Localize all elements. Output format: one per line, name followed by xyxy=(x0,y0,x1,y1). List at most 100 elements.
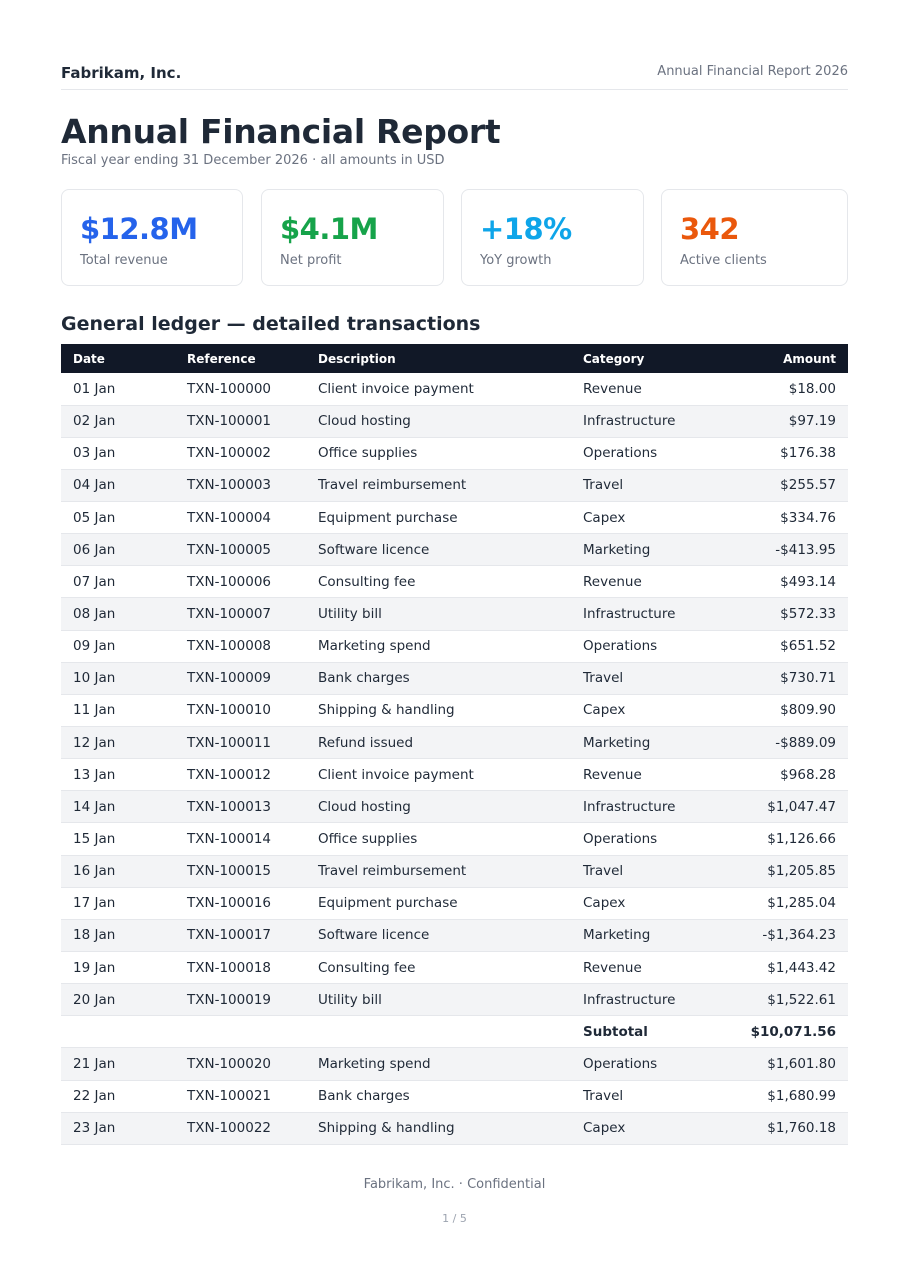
cell-category: Operations xyxy=(571,822,721,856)
cell-description: Consulting fee xyxy=(306,951,571,985)
table-row: 07 Jan TXN-100006 Consulting fee Revenue $49… xyxy=(61,565,848,599)
cell-date: 19 Jan xyxy=(61,951,175,985)
cell-date: 01 Jan xyxy=(61,373,175,406)
page-title: Annual Financial Report xyxy=(61,112,501,151)
cell-reference: TXN-100008 xyxy=(175,630,306,663)
page-subtitle: Fiscal year ending 31 December 2026 · al… xyxy=(61,153,445,168)
cell-amount: $18.00 xyxy=(721,373,848,406)
table-row: 02 Jan TXN-100001 Cloud hosting Infrastruct… xyxy=(61,405,848,438)
table-row: 06 Jan TXN-100005 Software licence Marketin… xyxy=(61,533,848,567)
cell-reference: TXN-100012 xyxy=(175,758,306,792)
cell-amount: $1,522.61 xyxy=(721,983,848,1017)
cell-date: 16 Jan xyxy=(61,855,175,888)
table-row: 10 Jan TXN-100009 Bank charges Travel $730.7… xyxy=(61,662,848,695)
table-row: 18 Jan TXN-100017 Software licence Marketin… xyxy=(61,919,848,953)
cell-reference: TXN-100021 xyxy=(175,1080,306,1113)
kpi-card-clients: 342 Active clients xyxy=(661,189,848,286)
cell-amount: $1,126.66 xyxy=(721,822,848,856)
table-row: 08 Jan TXN-100007 Utility bill Infrastructu… xyxy=(61,597,848,631)
table-row: 16 Jan TXN-100015 Travel reimbursement Trav… xyxy=(61,855,848,888)
cell-reference: TXN-100009 xyxy=(175,662,306,695)
cell-date: 15 Jan xyxy=(61,822,175,856)
cell-date: 10 Jan xyxy=(61,662,175,695)
cell-reference: TXN-100004 xyxy=(175,501,306,535)
cell-description: Software licence xyxy=(306,919,571,953)
running-header: Fabrikam, Inc. Annual Financial Report 2… xyxy=(61,60,848,90)
cell-description: Shipping & handling xyxy=(306,694,571,728)
cell-amount: $1,047.47 xyxy=(721,790,848,824)
cell-reference: TXN-100006 xyxy=(175,565,306,599)
cell-date: 02 Jan xyxy=(61,405,175,438)
table-row: 01 Jan TXN-100000 Client invoice payment Re… xyxy=(61,373,848,406)
cell-description: Software licence xyxy=(306,533,571,567)
cell-category: Capex xyxy=(571,694,721,728)
cell-reference: TXN-100011 xyxy=(175,726,306,760)
cell-amount: $968.28 xyxy=(721,758,848,792)
cell-description: Utility bill xyxy=(306,983,571,1017)
cell-category: Travel xyxy=(571,855,721,888)
table-row: 03 Jan TXN-100002 Office supplies Operation… xyxy=(61,437,848,470)
subtotal-label: Subtotal xyxy=(571,1015,721,1049)
cell-description: Client invoice payment xyxy=(306,373,571,406)
kpi-card-growth: +18% YoY growth xyxy=(461,189,644,286)
ledger-body: 01 Jan TXN-100000 Client invoice payment Re… xyxy=(61,373,848,1145)
column-header-date: Date xyxy=(61,344,175,373)
cell-description: Travel reimbursement xyxy=(306,855,571,888)
cell-date: 21 Jan xyxy=(61,1047,175,1081)
cell-date: 04 Jan xyxy=(61,469,175,503)
cell-category: Infrastructure xyxy=(571,790,721,824)
cell-date: 17 Jan xyxy=(61,887,175,920)
table-header-row: Date Reference Description Category Amou… xyxy=(61,344,848,373)
cell-description: Consulting fee xyxy=(306,565,571,599)
company-name: Fabrikam, Inc. xyxy=(61,64,182,82)
cell-amount: $176.38 xyxy=(721,437,848,470)
kpi-label: Active clients xyxy=(680,253,767,268)
table-row: 19 Jan TXN-100018 Consulting fee Revenue $1,… xyxy=(61,951,848,985)
table-row: 04 Jan TXN-100003 Travel reimbursement Trav… xyxy=(61,469,848,503)
cell-amount: $1,601.80 xyxy=(721,1047,848,1081)
cell-category: Operations xyxy=(571,1047,721,1081)
table-row: 15 Jan TXN-100014 Office supplies Operation… xyxy=(61,822,848,856)
cell-reference: TXN-100007 xyxy=(175,597,306,631)
cell-date: 11 Jan xyxy=(61,694,175,728)
cell-reference: TXN-100000 xyxy=(175,373,306,406)
cell-date: 23 Jan xyxy=(61,1112,175,1145)
cell-date: 09 Jan xyxy=(61,630,175,663)
cell-amount: $334.76 xyxy=(721,501,848,535)
cell-reference: TXN-100013 xyxy=(175,790,306,824)
page-number: 1 / 5 xyxy=(442,1212,467,1225)
cell-date: 08 Jan xyxy=(61,597,175,631)
cell-category: Marketing xyxy=(571,726,721,760)
table-row: 20 Jan TXN-100019 Utility bill Infrastructu… xyxy=(61,983,848,1017)
cell-amount: $1,760.18 xyxy=(721,1112,848,1145)
cell-amount: $493.14 xyxy=(721,565,848,599)
table-row: 05 Jan TXN-100004 Equipment purchase Capex $… xyxy=(61,501,848,535)
cell-description: Refund issued xyxy=(306,726,571,760)
table-row: 13 Jan TXN-100012 Client invoice payment Re… xyxy=(61,758,848,792)
cell-reference: TXN-100015 xyxy=(175,855,306,888)
cell-category: Travel xyxy=(571,1080,721,1113)
cell-description: Office supplies xyxy=(306,437,571,470)
table-row: 23 Jan TXN-100022 Shipping & handling Capex… xyxy=(61,1112,848,1145)
cell-description: Travel reimbursement xyxy=(306,469,571,503)
cell-category: Infrastructure xyxy=(571,983,721,1017)
cell-date xyxy=(61,1015,175,1049)
cell-category: Capex xyxy=(571,887,721,920)
cell-category: Capex xyxy=(571,1112,721,1145)
cell-date: 06 Jan xyxy=(61,533,175,567)
column-header-description: Description xyxy=(306,344,571,373)
cell-category: Revenue xyxy=(571,565,721,599)
cell-amount: $97.19 xyxy=(721,405,848,438)
cell-category: Travel xyxy=(571,469,721,503)
cell-amount: $1,205.85 xyxy=(721,855,848,888)
cell-amount: $1,680.99 xyxy=(721,1080,848,1113)
cell-description: Equipment purchase xyxy=(306,501,571,535)
cell-date: 14 Jan xyxy=(61,790,175,824)
cell-reference: TXN-100018 xyxy=(175,951,306,985)
kpi-label: Total revenue xyxy=(80,253,168,268)
table-row: 21 Jan TXN-100020 Marketing spend Operation… xyxy=(61,1047,848,1081)
cell-reference xyxy=(175,1015,306,1049)
cell-amount: $730.71 xyxy=(721,662,848,695)
cell-category: Revenue xyxy=(571,758,721,792)
table-row: 17 Jan TXN-100016 Equipment purchase Capex $… xyxy=(61,887,848,920)
